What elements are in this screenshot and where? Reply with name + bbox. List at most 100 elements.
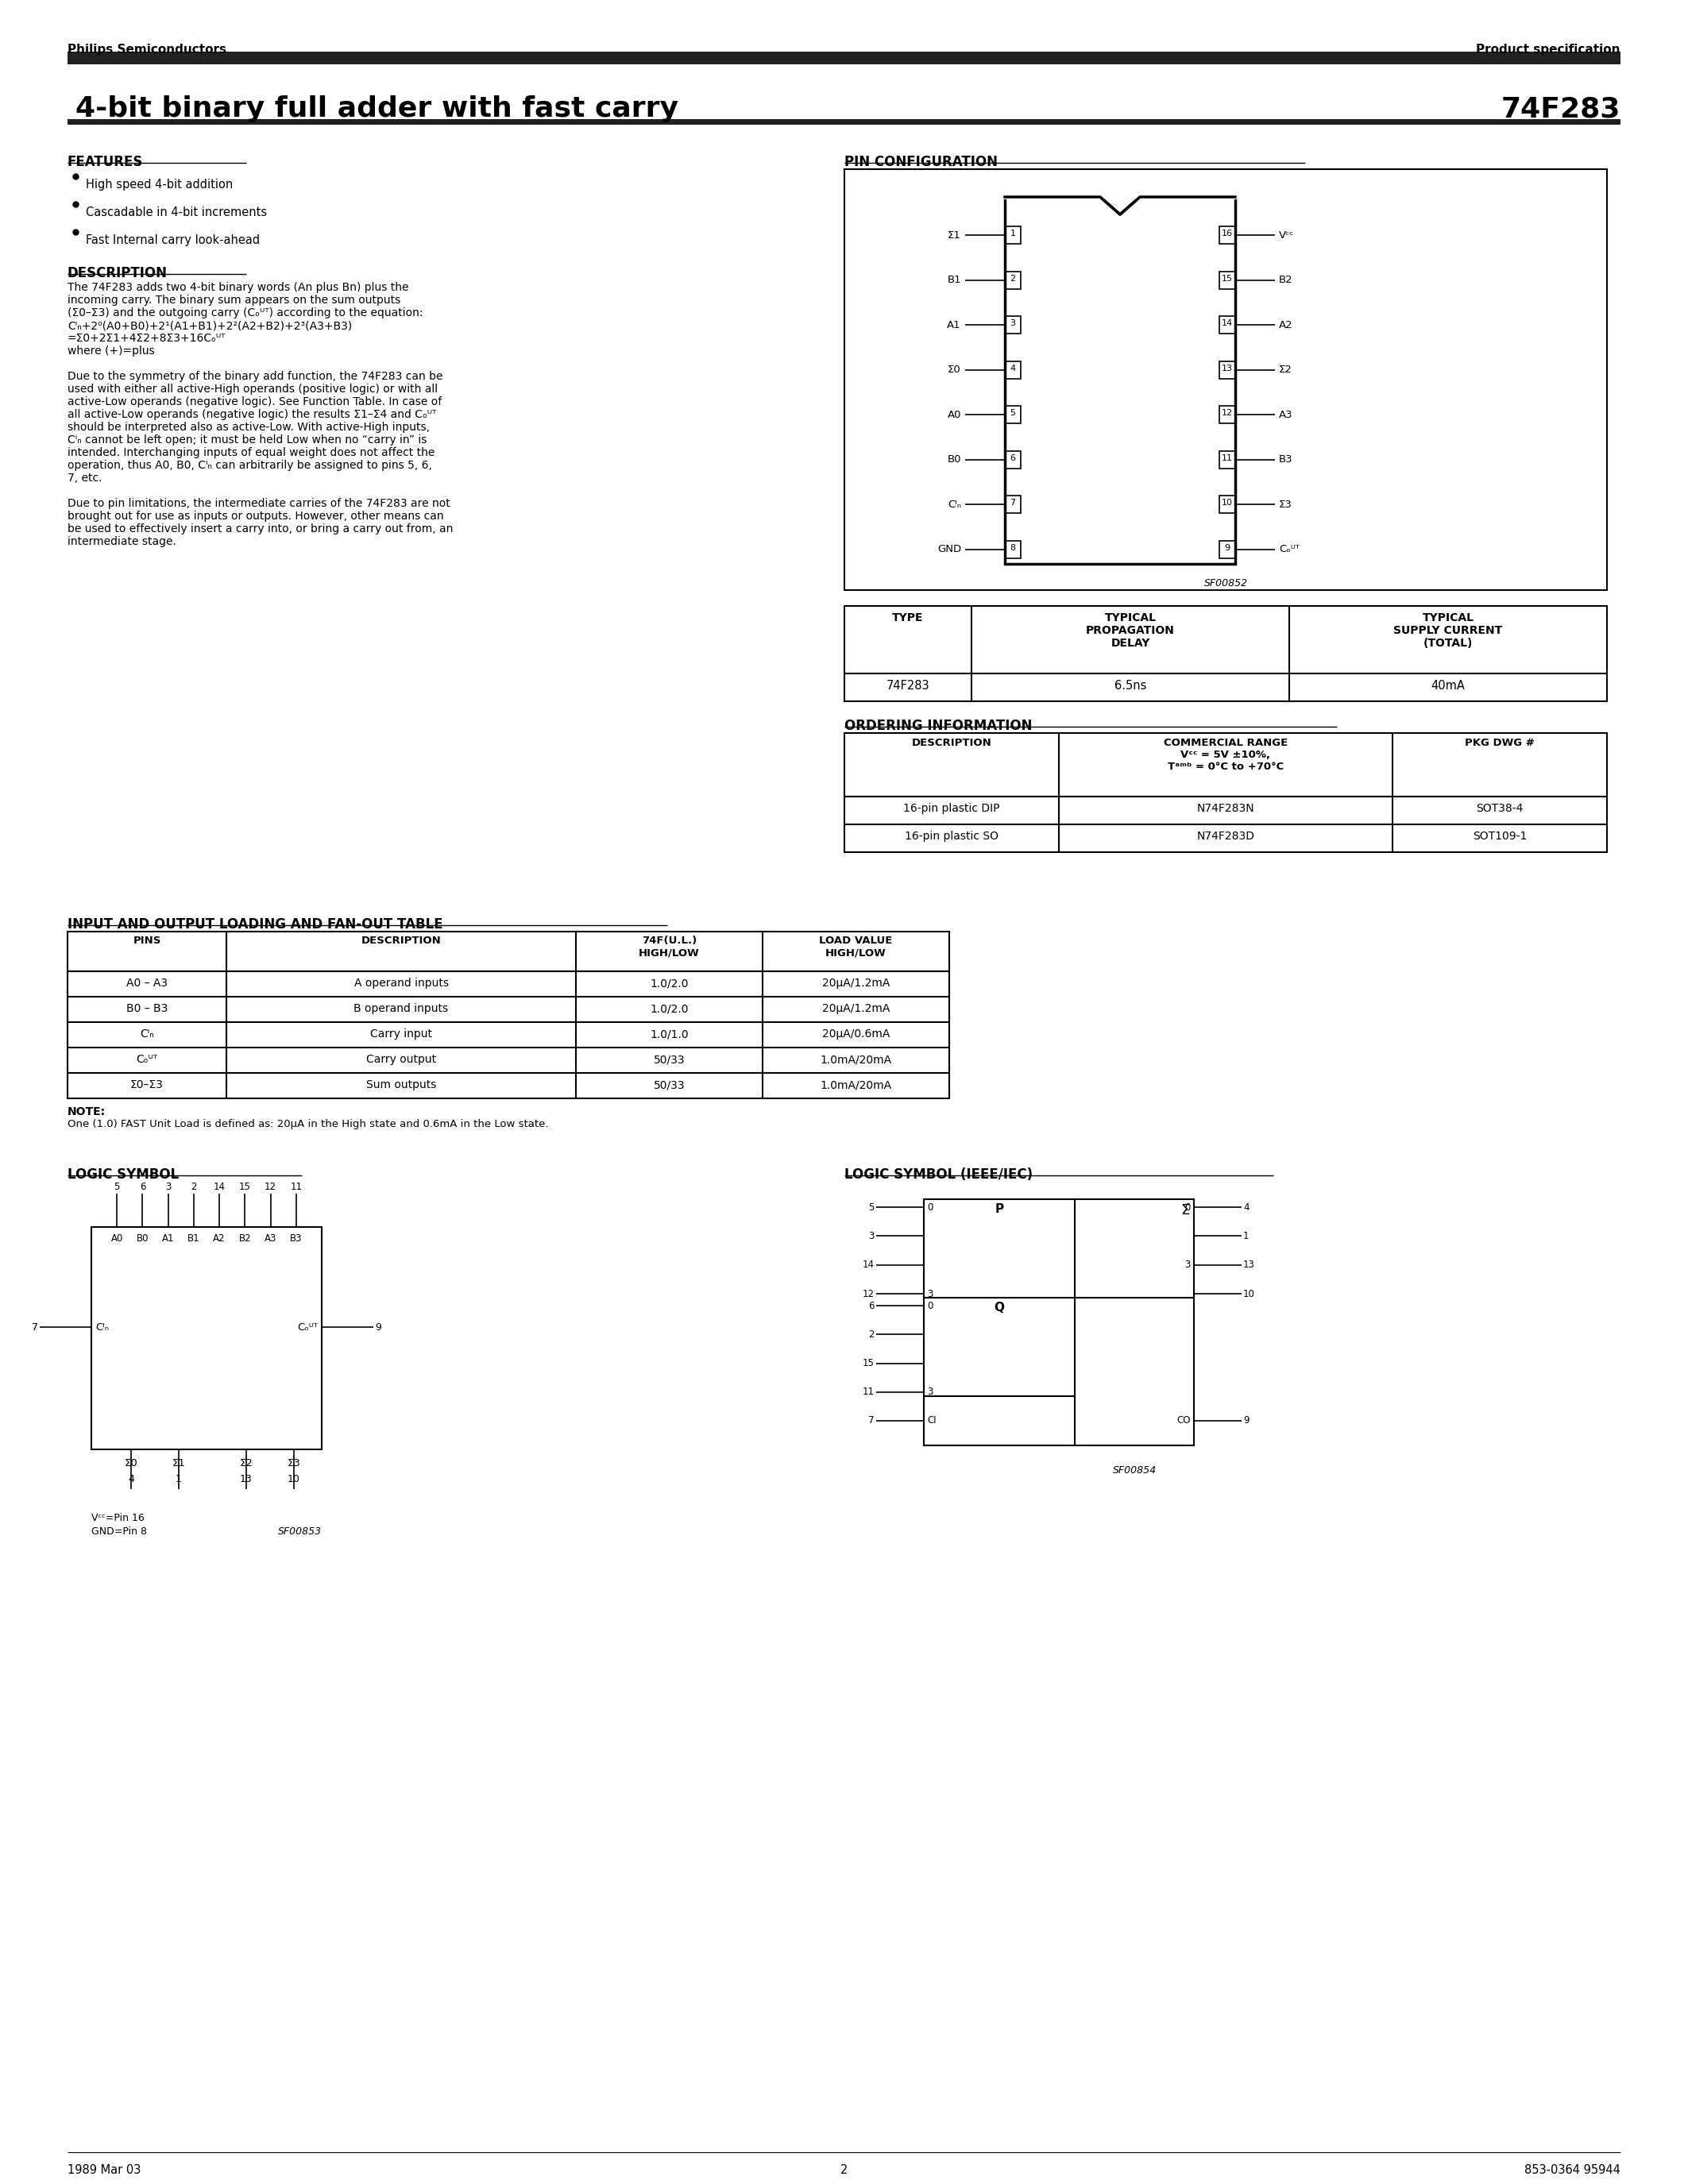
Text: 5: 5	[115, 1182, 120, 1192]
Text: Carry input: Carry input	[370, 1029, 432, 1040]
Text: A0: A0	[947, 411, 960, 419]
Text: 3: 3	[165, 1182, 170, 1192]
Text: 10: 10	[287, 1474, 300, 1485]
Text: 2: 2	[1009, 275, 1016, 282]
Text: Σ2: Σ2	[240, 1459, 253, 1470]
Text: 2: 2	[841, 2164, 847, 2175]
Text: Σ1: Σ1	[172, 1459, 186, 1470]
Text: 4-bit binary full adder with fast carry: 4-bit binary full adder with fast carry	[76, 96, 679, 122]
Bar	[1219, 360, 1236, 378]
Text: 16: 16	[1222, 229, 1232, 238]
Bar	[1004, 197, 1236, 563]
Text: 14: 14	[213, 1182, 225, 1192]
Text: 4: 4	[1009, 365, 1016, 371]
Text: A2: A2	[213, 1234, 226, 1243]
Text: 1.0mA/20mA: 1.0mA/20mA	[820, 1055, 891, 1066]
Text: LOAD VALUE
HIGH/LOW: LOAD VALUE HIGH/LOW	[819, 935, 893, 959]
Text: 1.0/2.0: 1.0/2.0	[650, 1002, 689, 1013]
Text: 74F283: 74F283	[886, 679, 930, 692]
Text: A1: A1	[162, 1234, 174, 1243]
Text: DESCRIPTION: DESCRIPTION	[68, 266, 167, 280]
Text: 10: 10	[1222, 498, 1232, 507]
Text: B1: B1	[187, 1234, 199, 1243]
Text: be used to effectively insert a carry into, or bring a carry out from, an: be used to effectively insert a carry in…	[68, 524, 452, 535]
Text: Cₒᵁᵀ: Cₒᵁᵀ	[1280, 544, 1300, 555]
Bar	[1004, 406, 1021, 424]
Text: Σ0: Σ0	[125, 1459, 138, 1470]
Text: High speed 4-bit addition: High speed 4-bit addition	[86, 179, 233, 190]
Text: 1.0mA/20mA: 1.0mA/20mA	[820, 1079, 891, 1090]
Text: Σ: Σ	[1182, 1203, 1190, 1216]
Text: One (1.0) FAST Unit Load is defined as: 20μA in the High state and 0.6mA in the : One (1.0) FAST Unit Load is defined as: …	[68, 1118, 549, 1129]
Text: 0: 0	[1185, 1201, 1190, 1212]
Text: LOGIC SYMBOL: LOGIC SYMBOL	[68, 1168, 179, 1182]
Text: SOT38-4: SOT38-4	[1475, 804, 1523, 815]
Text: Q: Q	[994, 1302, 1004, 1313]
Text: Σ3: Σ3	[1280, 500, 1293, 509]
Bar	[1004, 360, 1021, 378]
Text: TYPICAL
PROPAGATION
DELAY: TYPICAL PROPAGATION DELAY	[1085, 612, 1175, 649]
Text: 0: 0	[927, 1299, 933, 1310]
Text: 1: 1	[1242, 1232, 1249, 1241]
Text: INPUT AND OUTPUT LOADING AND FAN-OUT TABLE: INPUT AND OUTPUT LOADING AND FAN-OUT TAB…	[68, 917, 442, 933]
Text: B3: B3	[1280, 454, 1293, 465]
Text: 11: 11	[1222, 454, 1232, 463]
Bar	[923, 1199, 1193, 1446]
Text: Philips Semiconductors: Philips Semiconductors	[68, 44, 226, 55]
Text: 3: 3	[869, 1232, 874, 1241]
Text: Sum outputs: Sum outputs	[366, 1079, 436, 1090]
Text: Σ1: Σ1	[947, 229, 960, 240]
Text: DESCRIPTION: DESCRIPTION	[912, 738, 991, 749]
Text: Carry output: Carry output	[366, 1055, 436, 1066]
Text: B2: B2	[1280, 275, 1293, 286]
Text: ORDERING INFORMATION: ORDERING INFORMATION	[844, 719, 1033, 734]
Text: incoming carry. The binary sum appears on the sum outputs: incoming carry. The binary sum appears o…	[68, 295, 400, 306]
Text: 40mA: 40mA	[1431, 679, 1465, 692]
Bar	[844, 168, 1607, 590]
Text: SF00852: SF00852	[1204, 579, 1247, 587]
Text: 3: 3	[1185, 1260, 1190, 1271]
Text: should be interpreted also as active-Low. With active-High inputs,: should be interpreted also as active-Low…	[68, 422, 430, 432]
Text: N74F283N: N74F283N	[1197, 804, 1254, 815]
Text: 13: 13	[1242, 1260, 1254, 1271]
Bar	[1219, 542, 1236, 559]
Text: B2: B2	[238, 1234, 252, 1243]
Text: (Σ0–Σ3) and the outgoing carry (Cₒᵁᵀ) according to the equation:: (Σ0–Σ3) and the outgoing carry (Cₒᵁᵀ) ac…	[68, 308, 424, 319]
Text: 16-pin plastic DIP: 16-pin plastic DIP	[903, 804, 999, 815]
Text: Vᶜᶜ: Vᶜᶜ	[1280, 229, 1295, 240]
Bar	[1219, 450, 1236, 467]
Text: NOTE:: NOTE:	[68, 1107, 106, 1118]
Text: Cᴵₙ+2⁰(A0+B0)+2¹(A1+B1)+2²(A2+B2)+2³(A3+B3): Cᴵₙ+2⁰(A0+B0)+2¹(A1+B1)+2²(A2+B2)+2³(A3+…	[68, 321, 353, 332]
Text: B operand inputs: B operand inputs	[354, 1002, 449, 1013]
Text: 7, etc.: 7, etc.	[68, 472, 101, 483]
Text: A0: A0	[111, 1234, 123, 1243]
Text: PIN CONFIGURATION: PIN CONFIGURATION	[844, 155, 998, 168]
Text: 3: 3	[927, 1387, 933, 1398]
Text: 1989 Mar 03: 1989 Mar 03	[68, 2164, 140, 2175]
Text: all active-Low operands (negative logic) the results Σ1–Σ4 and Cₒᵁᵀ: all active-Low operands (negative logic)…	[68, 408, 437, 419]
Text: where (+)=plus: where (+)=plus	[68, 345, 155, 356]
Text: A0 – A3: A0 – A3	[127, 978, 167, 989]
Text: operation, thus A0, B0, Cᴵₙ can arbitrarily be assigned to pins 5, 6,: operation, thus A0, B0, Cᴵₙ can arbitrar…	[68, 461, 432, 472]
Text: Due to pin limitations, the intermediate carries of the 74F283 are not: Due to pin limitations, the intermediate…	[68, 498, 451, 509]
Text: 15: 15	[1222, 275, 1232, 282]
Text: 50/33: 50/33	[653, 1079, 685, 1090]
Bar	[844, 605, 1607, 701]
Text: 4: 4	[128, 1474, 135, 1485]
Text: CO: CO	[1177, 1415, 1190, 1426]
Text: Cᴵₙ: Cᴵₙ	[95, 1321, 110, 1332]
Text: Σ2: Σ2	[1280, 365, 1293, 376]
Text: B0 – B3: B0 – B3	[127, 1002, 167, 1013]
Bar	[1219, 406, 1236, 424]
Text: 0: 0	[927, 1201, 933, 1212]
Text: 5: 5	[869, 1201, 874, 1212]
Text: 15: 15	[240, 1182, 252, 1192]
Text: 11: 11	[290, 1182, 302, 1192]
Text: A2: A2	[1280, 319, 1293, 330]
Text: GND=Pin 8: GND=Pin 8	[91, 1527, 147, 1538]
Text: 2: 2	[869, 1330, 874, 1339]
Text: 2: 2	[191, 1182, 197, 1192]
Text: Cᴵₙ: Cᴵₙ	[947, 500, 960, 509]
Text: A1: A1	[947, 319, 960, 330]
Text: brought out for use as inputs or outputs. However, other means can: brought out for use as inputs or outputs…	[68, 511, 444, 522]
